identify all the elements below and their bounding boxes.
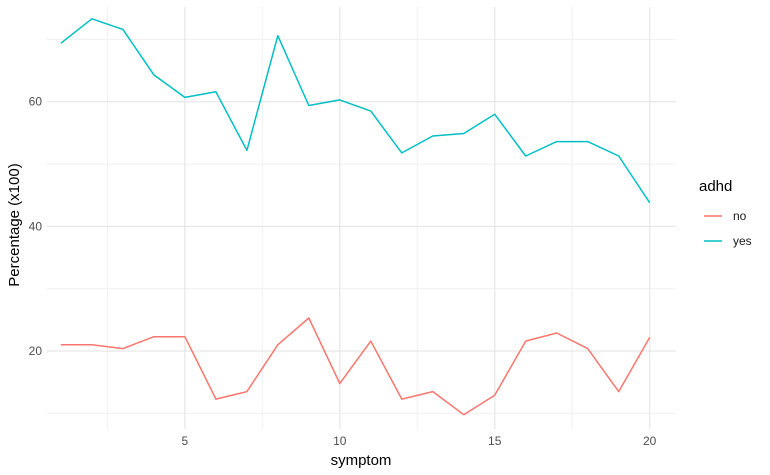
x-tick-label: 15: [488, 434, 502, 448]
y-tick-label: 60: [29, 95, 43, 109]
legend-label-yes: yes: [733, 234, 752, 248]
series-lines: [60, 18, 651, 416]
series-line-yes: [60, 18, 651, 204]
x-tick-label: 5: [182, 434, 189, 448]
x-tick-label: 20: [643, 434, 657, 448]
legend-label-no: no: [733, 209, 747, 223]
y-tick-label: 20: [29, 344, 43, 358]
major-gridlines: [47, 7, 676, 429]
legend-title: adhd: [699, 178, 732, 195]
series-line-no: [60, 317, 651, 416]
minor-gridlines: [47, 7, 676, 429]
legend-items: no yes: [704, 209, 752, 248]
x-axis-title: symptom: [331, 452, 392, 469]
legend: adhd no yes: [699, 178, 752, 248]
x-axis-tick-labels: 5 10 15 20: [182, 434, 657, 448]
y-axis-title: Percentage (x100): [6, 163, 23, 286]
y-tick-label: 40: [29, 219, 43, 233]
x-tick-label: 10: [333, 434, 347, 448]
y-axis-tick-labels: 20 40 60: [29, 95, 43, 358]
